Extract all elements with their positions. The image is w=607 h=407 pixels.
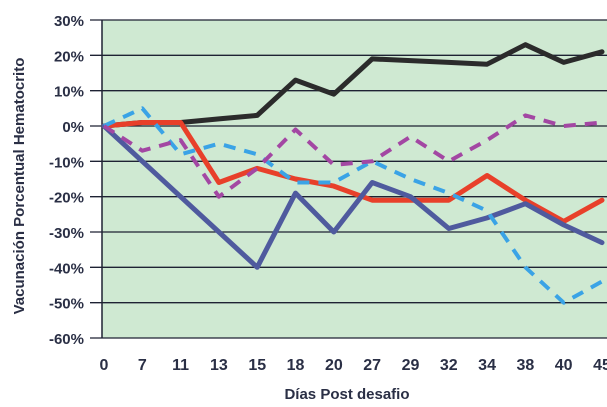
y-axis-title: Vacunación Porcentual Hematocrito (11, 58, 28, 315)
y-tick-label: 10% (54, 84, 84, 101)
x-tick-label: 7 (138, 357, 147, 374)
y-tick-label: -20% (49, 190, 84, 207)
x-tick-label: 40 (555, 357, 573, 374)
plot-area (102, 20, 607, 338)
x-tick-label: 18 (287, 357, 305, 374)
series-line-cyan-dashed (103, 106, 603, 305)
y-tick-label: 0% (62, 119, 84, 136)
y-tick-label: 30% (54, 13, 84, 30)
series-lines (101, 42, 605, 305)
x-tick-label: 32 (440, 357, 458, 374)
x-tick-label: 15 (248, 357, 266, 374)
series-line-black (101, 42, 605, 129)
x-tick-label: 13 (210, 357, 228, 374)
series-line-red (101, 120, 605, 224)
y-tick-label: -30% (49, 225, 84, 242)
y-tick-label: -50% (49, 296, 84, 313)
y-tick-label: -40% (49, 260, 84, 277)
x-tick-label: 27 (363, 357, 381, 374)
x-tick-label: 45 (593, 357, 607, 374)
x-tick-label: 34 (478, 357, 496, 374)
y-tick-label: 20% (54, 48, 84, 65)
y-tick-label: -10% (49, 154, 84, 171)
x-axis-title: Días Post desafio (284, 386, 409, 403)
x-tick-label: 11 (172, 357, 189, 374)
x-tick-label: 38 (516, 357, 534, 374)
x-tick-label: 0 (100, 357, 109, 374)
x-tick-label: 29 (402, 357, 420, 374)
x-axis-ticks: 0 7 11 13 15 18 20 27 29 32 34 38 40 45 (100, 357, 607, 374)
y-tick-label: -60% (49, 331, 84, 348)
gridlines (90, 19, 607, 339)
x-tick-label: 20 (325, 357, 343, 374)
y-axis-ticks: 30% 20% 10% 0% -10% -20% -30% -40% -50% -60% (49, 13, 84, 348)
series-line-navy (101, 123, 605, 270)
